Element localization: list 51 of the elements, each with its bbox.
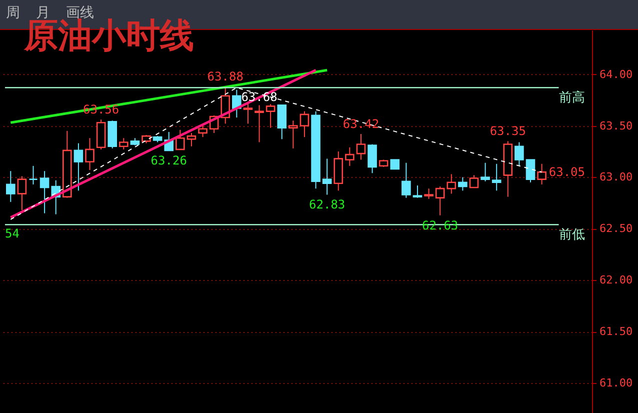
y-tick-label: 62.50 bbox=[600, 222, 633, 236]
annotation: 63.26 bbox=[150, 153, 187, 168]
candlestick bbox=[243, 102, 253, 124]
candlestick bbox=[458, 176, 468, 192]
text: 月 bbox=[36, 4, 50, 21]
candlestick bbox=[526, 159, 536, 183]
candlestick bbox=[198, 125, 208, 138]
candlestick bbox=[322, 158, 332, 196]
candlestick bbox=[85, 138, 94, 171]
candlestick bbox=[254, 104, 264, 143]
candlestick bbox=[368, 144, 377, 174]
y-tick-label: 62.00 bbox=[600, 274, 633, 287]
candlestick bbox=[402, 162, 411, 198]
candlestick bbox=[288, 120, 298, 149]
candlestick bbox=[40, 170, 50, 214]
candlestick bbox=[424, 188, 434, 200]
candlestick bbox=[514, 142, 524, 166]
candlestick bbox=[232, 89, 242, 118]
annotation: 62.83 bbox=[309, 198, 346, 212]
candlestick bbox=[6, 170, 16, 202]
text: 周 bbox=[6, 4, 20, 22]
candlestick bbox=[356, 133, 366, 160]
candlestick bbox=[74, 142, 84, 192]
candlestick bbox=[412, 184, 422, 198]
candlestick bbox=[176, 129, 185, 150]
candlestick bbox=[492, 163, 502, 192]
annotation: 63.88 bbox=[207, 70, 244, 84]
candlestick bbox=[345, 146, 354, 166]
candlestick bbox=[390, 159, 400, 170]
y-tick-label: 61.00 bbox=[600, 376, 633, 390]
candlestick bbox=[266, 104, 276, 128]
candlestick bbox=[28, 165, 38, 185]
ref-line-label: 前高 bbox=[559, 90, 585, 106]
annotation: 63.35 bbox=[490, 124, 526, 138]
candlestick bbox=[277, 104, 287, 140]
candlestick bbox=[480, 162, 490, 182]
y-tick-label: 61.50 bbox=[600, 325, 633, 338]
annotation: 54 bbox=[5, 226, 20, 241]
candlestick bbox=[446, 174, 456, 194]
candlestick bbox=[119, 138, 128, 150]
candlestick bbox=[469, 174, 479, 188]
y-tick-label: 63.50 bbox=[600, 119, 633, 132]
ref-line-label: 前低 bbox=[559, 228, 585, 243]
candlestick bbox=[17, 176, 27, 211]
candlestick bbox=[435, 186, 445, 216]
y-tick-label: 64.00 bbox=[600, 68, 633, 81]
candlestick bbox=[537, 163, 546, 185]
candlestick bbox=[186, 132, 196, 147]
y-tick-label: 63.00 bbox=[600, 170, 633, 184]
candlestick bbox=[300, 110, 310, 138]
annotation: 63.05 bbox=[548, 165, 585, 180]
